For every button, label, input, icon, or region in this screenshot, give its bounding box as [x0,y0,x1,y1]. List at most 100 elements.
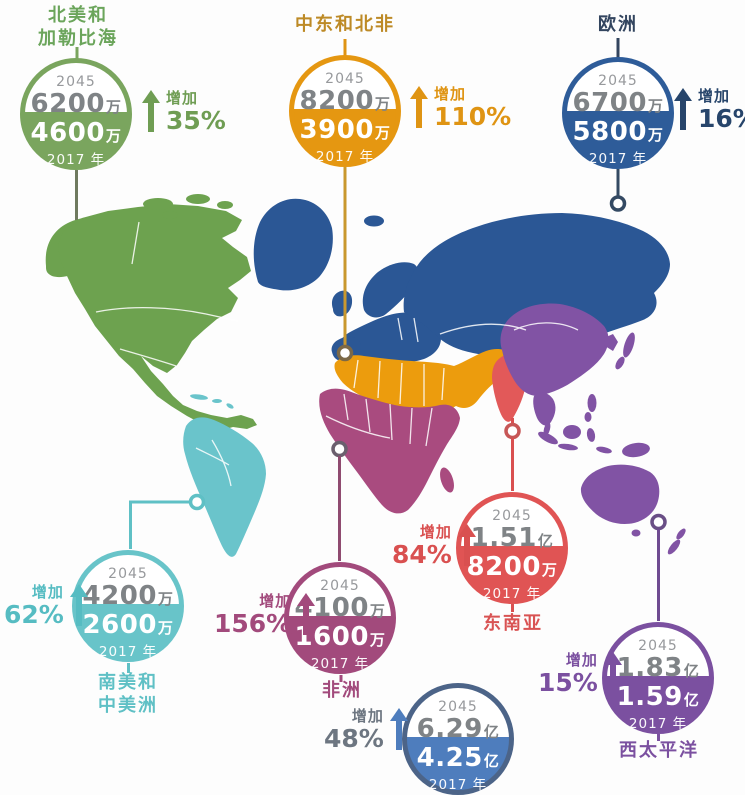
world-map [45,38,686,741]
increase-value: 156% [214,608,292,638]
value-2017: 3900万 [299,115,391,145]
value-2045: 1.83亿 [616,653,700,683]
region-title-western-pacific: 西太平洋 [614,739,704,762]
map-japan-south [615,356,625,370]
map-antilles [226,403,234,409]
value-2017: 4600万 [30,118,122,148]
region-title-line: 西太平洋 [619,740,699,761]
increase-world-total: 增加 48% [324,708,408,753]
map-tasmania [631,529,641,537]
map-korea [604,334,618,351]
connector-south-america [129,500,191,549]
region-title-line: 中东和北非 [295,14,395,35]
increase-western-pacific: 增加 15% [538,652,622,697]
increase-label: 增加 [434,85,467,103]
bubble-north-america: 2045 6200万 4600万 2017 年 [20,58,132,170]
value-2045: 6.29亿 [416,714,500,744]
region-title-line: 北美和 [48,5,108,26]
year-2017: 2017 年 [628,716,688,732]
increase-label: 增加 [259,592,292,610]
region-title-southeast-asia: 东南亚 [470,612,556,635]
year-2017: 2017 年 [315,149,375,165]
map-malay-peninsula [543,422,551,436]
map-hispaniola [212,399,222,403]
year-2045: 2045 [638,638,678,654]
connectors [75,38,667,741]
increase-southeast-asia: 增加 84% [392,524,476,569]
year-2045: 2045 [438,699,478,715]
map-arctic-island [217,201,233,209]
region-title-line: 非洲 [322,680,362,701]
connector-ring-africa [331,440,348,458]
map-new-zealand-south [667,539,681,555]
map-africa-mainland [319,388,460,514]
value-2045: 1.51亿 [470,523,554,553]
increase-label: 增加 [166,89,199,107]
map-region-europe [253,198,670,363]
increase-value: 48% [324,723,384,753]
up-arrow-icon [297,593,315,637]
region-title-north-america: 北美和 加勒比海 [6,4,150,51]
map-china [500,303,609,396]
year-2017: 2017 年 [588,151,648,167]
map-borneo [563,425,581,439]
map-philippines [587,394,597,412]
up-arrow-icon [70,584,88,628]
value-2045: 4200万 [82,581,174,611]
map-country-borders [95,221,579,487]
increase-label: 增加 [565,651,598,669]
value-2045: 6200万 [30,89,122,119]
year-2045: 2045 [598,73,638,89]
map-iceland [364,215,384,227]
increase-north-america: 增加 35% [142,90,226,135]
region-title-line: 加勒比海 [38,28,118,50]
map-region-western-pacific [500,303,686,555]
increase-label: 增加 [698,87,731,105]
up-arrow-icon [674,88,692,132]
region-title-africa: 非洲 [304,679,380,702]
map-lesser-sunda [596,446,612,454]
year-2017: 2017 年 [98,644,158,660]
bubble-world-total: 2045 6.29亿 4.25亿 2017 年 [402,683,514,795]
connector-ring-europe [609,195,627,212]
connector-ring-western-pacific [650,513,667,531]
up-arrow-icon [142,90,160,134]
connector-ring-mena [336,344,354,362]
region-title-south-america: 南美和 中美洲 [56,671,200,718]
year-2017: 2017 年 [310,656,370,672]
map-north-america-mainland [58,204,257,431]
year-2017: 2017 年 [428,777,488,793]
region-title-line: 中美洲 [98,695,158,717]
up-arrow-icon [390,708,408,752]
year-2017: 2017 年 [482,586,542,602]
increase-label: 增加 [31,583,64,601]
increase-value: 62% [4,599,64,629]
region-title-line: 南美和 [98,672,158,693]
year-2045: 2045 [108,566,148,582]
year-2017: 2017 年 [46,152,106,168]
increase-label: 增加 [419,523,452,541]
increase-value: 35% [166,105,226,135]
map-uk [331,290,353,317]
map-sulawesi [586,428,596,442]
region-title-europe: 欧洲 [566,13,670,36]
year-2045: 2045 [320,578,360,594]
map-sumatra [538,431,558,445]
connector-ring-southeast-asia [504,422,521,440]
increase-mena: 增加 110% [410,86,511,131]
increase-africa: 增加 156% [214,593,315,638]
increase-value: 110% [434,101,512,131]
increase-south-america: 增加 62% [4,584,88,629]
year-2045: 2045 [325,71,365,87]
map-arctic-island [162,211,178,219]
up-arrow-icon [458,524,476,568]
region-title-line: 欧洲 [598,14,638,35]
map-cuba [190,394,208,400]
map-arctic-island [143,198,173,210]
bubble-europe: 2045 6700万 5800万 2017 年 [562,57,674,169]
map-new-zealand-north [676,528,686,540]
map-south-america [183,417,266,557]
map-new-guinea [622,442,650,458]
value-2017: 5800万 [572,117,664,147]
